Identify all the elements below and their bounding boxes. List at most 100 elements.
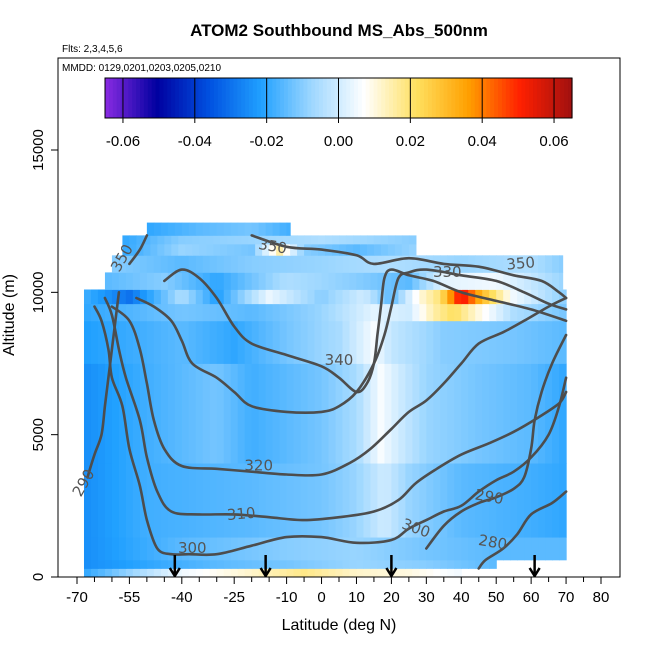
colorbar-segment (167, 78, 172, 118)
heat-cell (384, 320, 392, 364)
heat-cell (412, 289, 420, 305)
heat-cell (545, 272, 553, 290)
heat-cell (503, 463, 511, 538)
heat-cell (230, 255, 239, 273)
heat-cell (227, 243, 235, 256)
heat-cell (104, 568, 113, 578)
heat-cell (286, 255, 295, 273)
heat-cell (461, 463, 469, 538)
heat-cell (174, 320, 183, 364)
heat-cell (342, 559, 351, 569)
heat-cell (524, 255, 532, 273)
heat-cell (517, 303, 525, 322)
heat-cell (153, 303, 162, 322)
colorbar-segment (486, 78, 491, 118)
colorbar-segment (431, 78, 437, 118)
heat-cell (405, 303, 413, 322)
heat-cell (122, 243, 130, 256)
colorbar-segment (552, 78, 558, 118)
heat-cell (349, 568, 358, 578)
heat-cell (248, 243, 256, 256)
heat-cell (230, 363, 239, 464)
heat-cell (181, 289, 190, 305)
heat-cell (265, 363, 274, 464)
heat-cell (216, 463, 225, 538)
heat-cell (545, 320, 553, 364)
heat-cell (230, 568, 239, 578)
heat-cell (244, 222, 253, 236)
heat-cell (167, 463, 176, 538)
heat-cell (419, 537, 427, 561)
heat-cell (307, 289, 316, 305)
colorbar-segment (124, 78, 129, 118)
heat-cell (496, 363, 504, 464)
heat-cell (503, 320, 511, 364)
heat-cell (230, 222, 239, 236)
heat-cell (304, 235, 312, 245)
heat-cell (83, 363, 92, 464)
heat-cell (538, 363, 546, 464)
heat-cell (195, 289, 204, 305)
heat-cell (188, 463, 197, 538)
heat-cell (237, 272, 246, 290)
heat-cell (283, 235, 291, 245)
heat-cell (461, 363, 469, 464)
heat-cell (181, 303, 190, 322)
colorbar-segment (381, 78, 386, 118)
heat-cell (237, 222, 246, 236)
x-tick-label: -70 (66, 589, 88, 606)
heat-cell (272, 222, 281, 236)
heat-cell (300, 537, 309, 561)
heat-cell (195, 559, 204, 569)
heat-cell (384, 255, 392, 273)
colorbar-segment (389, 78, 394, 118)
heat-cell (125, 303, 134, 322)
heat-cell (290, 235, 298, 245)
heat-cell (153, 289, 162, 305)
heat-cell (482, 289, 490, 305)
heat-cell (132, 537, 141, 561)
heat-cell (265, 568, 274, 578)
heat-cell (391, 537, 399, 561)
heat-cell (244, 463, 253, 538)
heat-cell (202, 537, 211, 561)
heat-cell (335, 320, 344, 364)
heat-cell (524, 537, 532, 561)
heat-cell (461, 320, 469, 364)
heat-cell (489, 537, 497, 561)
colorbar-segment (291, 78, 297, 118)
heat-cell (339, 243, 347, 256)
colorbar-segment (529, 78, 534, 118)
heat-cell (188, 363, 197, 464)
heat-cell (216, 537, 225, 561)
heat-cell (104, 320, 113, 364)
x-tick-label: -55 (119, 589, 141, 606)
heat-cell (167, 559, 176, 569)
heat-cell (356, 463, 365, 538)
heat-cell (223, 559, 232, 569)
heat-cell (321, 255, 330, 273)
contour-280 (477, 490, 568, 570)
x-axis-label: Latitude (deg N) (282, 617, 397, 634)
heat-cell (265, 303, 274, 322)
heat-cell (192, 243, 200, 256)
heat-cell (524, 320, 532, 364)
colorbar-segment (206, 78, 211, 118)
heat-cell (468, 363, 476, 464)
heat-cell (332, 243, 340, 256)
heat-cell (510, 537, 518, 561)
heat-cell (181, 559, 190, 569)
heat-cell (97, 289, 106, 305)
heat-cell (370, 320, 379, 364)
colorbar-segment (459, 78, 464, 118)
heat-cell (230, 559, 239, 569)
heat-cell (195, 463, 204, 538)
heat-cell (314, 537, 323, 561)
colorbar-segment (248, 78, 254, 118)
heat-cell (394, 243, 403, 256)
colorbar-segment (494, 78, 499, 118)
heat-cell (325, 235, 333, 245)
heat-cell (97, 463, 106, 538)
heat-cell (118, 320, 127, 364)
heat-cell (265, 463, 274, 538)
